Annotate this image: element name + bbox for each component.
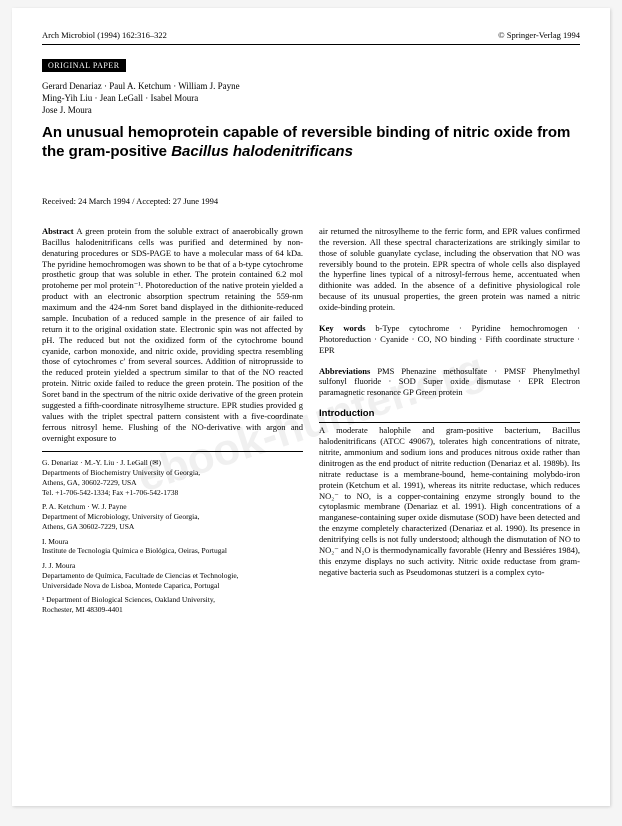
journal-ref: Arch Microbiol (1994) 162:316–322 xyxy=(42,30,167,40)
page: Arch Microbiol (1994) 162:316–322 © Spri… xyxy=(12,8,610,806)
keywords-label: Key words xyxy=(319,323,366,333)
two-column-body: Abstract A green protein from the solubl… xyxy=(42,226,580,620)
article-dates: Received: 24 March 1994 / Accepted: 27 J… xyxy=(42,196,580,206)
abstract-label: Abstract xyxy=(42,226,74,236)
title-species: Bacillus halodenitrificans xyxy=(171,143,353,160)
affiliations-block: G. Denariaz · M.-Y. Liu · J. LeGall (✉)D… xyxy=(42,458,303,615)
abbreviations-label: Abbreviations xyxy=(319,366,370,376)
author-list: Gerard Denariaz · Paul A. Ketchum · Will… xyxy=(42,80,580,116)
authors-line: Gerard Denariaz · Paul A. Ketchum · Will… xyxy=(42,80,580,92)
keywords-paragraph: Key words b-Type cytochrome · Pyridine h… xyxy=(319,323,580,356)
affiliation: J. J. MouraDepartamento de Química, Facu… xyxy=(42,561,303,590)
abstract-text: A green protein from the soluble extract… xyxy=(42,226,303,443)
abbreviations-paragraph: Abbreviations PMS Phenazine methosulfate… xyxy=(319,366,580,399)
affiliation: P. A. Ketchum · W. J. PayneDepartment of… xyxy=(42,502,303,531)
abstract-continuation: air returned the nitrosylheme to the fer… xyxy=(319,226,580,313)
copyright: © Springer-Verlag 1994 xyxy=(498,30,580,40)
affiliation: G. Denariaz · M.-Y. Liu · J. LeGall (✉)D… xyxy=(42,458,303,497)
affiliation: I. MouraInstitute de Tecnologia Química … xyxy=(42,537,303,557)
left-column: Abstract A green protein from the solubl… xyxy=(42,226,303,620)
authors-line: Jose J. Moura xyxy=(42,104,580,116)
affiliation-divider xyxy=(42,451,303,452)
right-column: air returned the nitrosylheme to the fer… xyxy=(319,226,580,620)
affiliation: ¹ Department of Biological Sciences, Oak… xyxy=(42,595,303,615)
abstract-paragraph: Abstract A green protein from the solubl… xyxy=(42,226,303,444)
introduction-heading: Introduction xyxy=(319,408,580,423)
article-title: An unusual hemoprotein capable of revers… xyxy=(42,124,580,162)
introduction-paragraph: A moderate halophile and gram-positive b… xyxy=(319,425,580,577)
article-type-badge: ORIGINAL PAPER xyxy=(42,59,126,72)
running-header: Arch Microbiol (1994) 162:316–322 © Spri… xyxy=(42,30,580,45)
authors-line: Ming-Yih Liu · Jean LeGall · Isabel Mour… xyxy=(42,92,580,104)
